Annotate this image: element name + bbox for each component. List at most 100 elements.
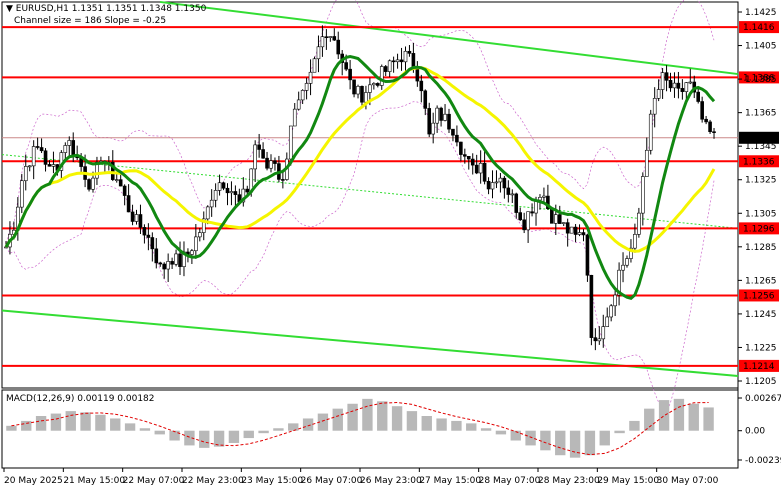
candle-body — [383, 66, 388, 72]
level-tag-label: 1.1256 — [743, 291, 775, 301]
candle-body — [498, 177, 503, 183]
candle-body — [407, 50, 412, 54]
macd-histogram-bar — [658, 400, 670, 431]
macd-histogram-bar — [436, 418, 447, 431]
candle-body — [217, 182, 222, 191]
macd-histogram-bar — [169, 430, 180, 441]
price-tick-label: 1.1345 — [745, 142, 777, 152]
candle-body — [130, 211, 135, 222]
candle-body — [589, 274, 594, 338]
macd-histogram-bar — [377, 401, 388, 431]
candle-body — [680, 88, 685, 92]
candle-body — [565, 222, 570, 234]
candle-body — [510, 193, 515, 196]
candle-body — [110, 161, 115, 180]
candle-body — [126, 195, 131, 213]
candle-body — [455, 134, 459, 143]
candle-body — [550, 208, 554, 224]
candle-body — [312, 58, 317, 73]
time-label: 22 May 07:00 — [123, 476, 185, 486]
candle-body — [684, 82, 689, 92]
price-tick-label: 1.1225 — [745, 343, 777, 353]
macd-histogram-bar — [480, 428, 492, 431]
macd-histogram-bar — [584, 430, 596, 456]
candle-body — [482, 162, 487, 182]
candle-body — [372, 83, 376, 86]
candle-body — [19, 180, 24, 208]
time-label: 20 May 2025 — [4, 476, 63, 486]
candle-body — [328, 36, 333, 38]
candle-body — [63, 145, 68, 153]
candle-body — [561, 222, 566, 224]
moving-averages — [4, 54, 716, 300]
candle-body — [209, 199, 214, 208]
channel-info: Channel size = 186 Slope = -0.25 — [14, 16, 167, 26]
macd-scale-label: 0.00 — [745, 427, 765, 437]
candle-body — [621, 264, 625, 271]
candle-body — [688, 81, 693, 84]
level-tag — [739, 21, 779, 34]
candle-body — [198, 232, 202, 238]
macd-histogram-bar — [228, 430, 240, 443]
macd-histogram-bar — [80, 412, 91, 431]
symbol-info: ▼ EURUSD,H1 1.1351 1.1351 1.1348 1.1350 — [6, 4, 207, 14]
level-tag — [739, 359, 779, 372]
macd-histogram-bar — [569, 430, 581, 458]
candle-body — [641, 176, 645, 214]
macd-histogram-bar — [599, 430, 610, 446]
time-label: 26 May 07:00 — [301, 476, 363, 486]
candle-body — [514, 193, 519, 213]
level-tag — [739, 289, 779, 302]
candle-body — [162, 263, 166, 270]
macd-histogram-bar — [510, 430, 521, 441]
candle-body — [379, 66, 384, 86]
candle-body — [506, 187, 511, 195]
candle-body — [241, 188, 246, 203]
time-label: 21 May 15:00 — [63, 476, 125, 486]
candle-body — [569, 226, 574, 234]
macd-histogram-bar — [688, 403, 699, 431]
macd-scale-label: -0.00239 — [745, 456, 781, 466]
macd-histogram-bar — [154, 430, 165, 435]
candle-body — [51, 164, 56, 167]
candle-body — [308, 71, 313, 84]
ma-fast-line — [4, 54, 716, 300]
level-tag-label: 1.1336 — [743, 157, 775, 167]
candle-body — [229, 191, 234, 194]
candle-body — [118, 179, 123, 187]
price-tick-label: 1.1305 — [745, 209, 777, 219]
candle-body — [138, 214, 143, 228]
candle-body — [269, 160, 273, 169]
candle-body — [87, 179, 91, 190]
candle-body — [344, 62, 348, 70]
time-label: 28 May 23:00 — [538, 476, 600, 486]
macd-scale-label: 0.00267 — [745, 394, 781, 404]
candle-body — [466, 155, 471, 160]
candle-body — [439, 107, 443, 121]
price-tick-label: 1.1205 — [745, 377, 777, 387]
candle-body — [597, 338, 602, 342]
time-label: 23 May 15:00 — [241, 476, 303, 486]
support-resistance-levels: 1.1416 1.1386 1.1336 1.1296 1.1256 1.1214 1.13… — [2, 21, 779, 372]
candle-body — [67, 140, 72, 146]
level-tag-label: 1.1416 — [743, 23, 775, 33]
current-price-label: 1.1350 — [743, 134, 775, 144]
candle-body — [201, 218, 206, 233]
macd-histogram-bar — [124, 423, 136, 431]
candle-body — [593, 337, 598, 342]
macd-histogram-bar — [288, 423, 299, 431]
candle-body — [190, 250, 194, 255]
macd-histogram-bar — [555, 430, 566, 456]
current-price-tag — [739, 131, 779, 144]
price-tick-label: 1.1405 — [745, 42, 777, 52]
macd-histogram-bar — [35, 416, 47, 431]
time-label: 27 May 15:00 — [419, 476, 481, 486]
macd-histogram-bar — [362, 398, 373, 431]
candle-body — [403, 50, 408, 63]
macd-histogram-bar — [421, 416, 432, 431]
channel-upper-line — [159, 0, 739, 76]
candle-body — [672, 82, 677, 89]
